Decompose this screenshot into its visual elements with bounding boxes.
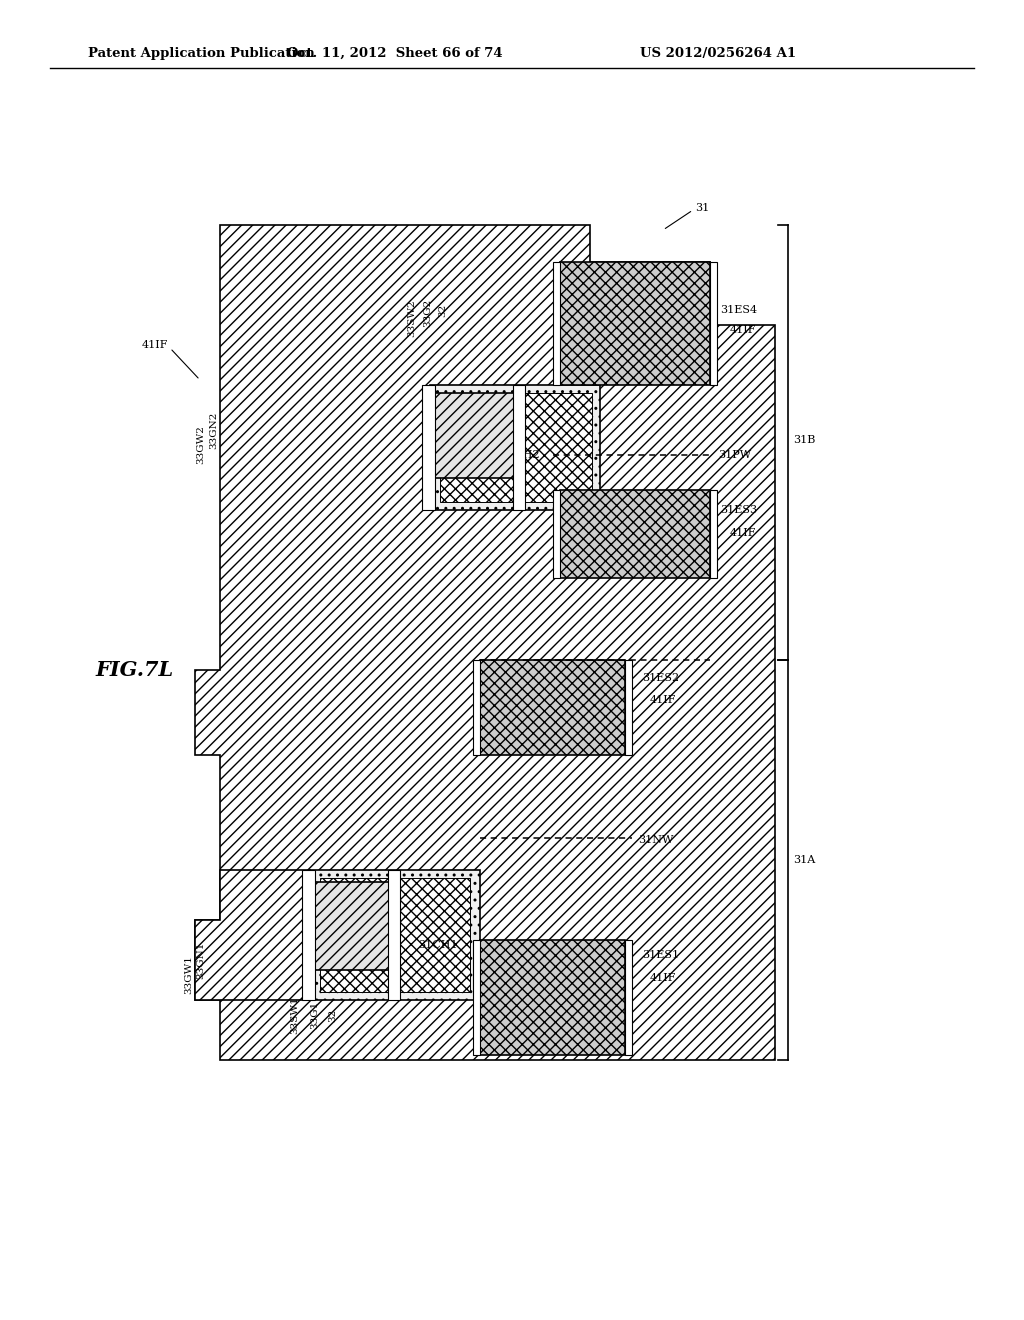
Text: 41IF: 41IF bbox=[730, 528, 757, 539]
Text: 41IF: 41IF bbox=[650, 696, 677, 705]
Text: 32: 32 bbox=[438, 304, 447, 317]
Bar bbox=[440, 393, 592, 502]
Text: 33G1: 33G1 bbox=[310, 1001, 319, 1030]
Bar bbox=[430, 385, 600, 510]
Text: 33SW1: 33SW1 bbox=[291, 997, 299, 1034]
Text: Patent Application Publication: Patent Application Publication bbox=[88, 46, 314, 59]
Bar bbox=[553, 261, 560, 385]
Text: 33G2: 33G2 bbox=[424, 298, 432, 327]
Polygon shape bbox=[195, 870, 310, 1001]
Text: 31CH1: 31CH1 bbox=[418, 940, 458, 950]
Bar bbox=[710, 490, 717, 578]
Text: 41IF: 41IF bbox=[650, 973, 677, 983]
Bar bbox=[473, 940, 480, 1055]
Bar bbox=[480, 940, 625, 1055]
Bar bbox=[560, 490, 710, 578]
Text: FIG.7L: FIG.7L bbox=[95, 660, 173, 680]
Text: 31NW: 31NW bbox=[638, 836, 674, 845]
Bar bbox=[480, 660, 625, 755]
Bar bbox=[710, 261, 717, 385]
Text: 31: 31 bbox=[695, 203, 710, 213]
Bar bbox=[422, 385, 435, 510]
Polygon shape bbox=[195, 224, 775, 1060]
Text: 31ES2: 31ES2 bbox=[642, 673, 679, 682]
Text: 33GN2: 33GN2 bbox=[209, 412, 218, 449]
Text: 41IF: 41IF bbox=[730, 325, 757, 335]
Text: US 2012/0256264 A1: US 2012/0256264 A1 bbox=[640, 46, 796, 59]
Text: 33GW2: 33GW2 bbox=[196, 425, 205, 465]
Text: 31A: 31A bbox=[793, 855, 815, 865]
Bar bbox=[553, 490, 560, 578]
Bar bbox=[302, 870, 315, 1001]
Bar bbox=[310, 870, 480, 1001]
Bar bbox=[319, 878, 470, 993]
Text: 41IF: 41IF bbox=[141, 341, 168, 350]
Text: 31ES3: 31ES3 bbox=[720, 506, 757, 515]
Bar bbox=[625, 940, 632, 1055]
Text: 31CH2: 31CH2 bbox=[500, 450, 540, 459]
Text: 33SW2: 33SW2 bbox=[408, 300, 417, 337]
Text: Oct. 11, 2012  Sheet 66 of 74: Oct. 11, 2012 Sheet 66 of 74 bbox=[287, 46, 503, 59]
Bar bbox=[560, 261, 710, 385]
Bar bbox=[388, 870, 400, 1001]
Text: 32: 32 bbox=[329, 1008, 338, 1022]
Bar bbox=[473, 660, 480, 755]
Bar bbox=[625, 660, 632, 755]
Text: 33GN1: 33GN1 bbox=[196, 941, 205, 978]
Text: 31PW: 31PW bbox=[718, 450, 752, 459]
Bar bbox=[430, 393, 520, 478]
Bar bbox=[513, 385, 525, 510]
Text: 31ES4: 31ES4 bbox=[720, 305, 757, 315]
Text: 33GW1: 33GW1 bbox=[184, 956, 193, 994]
Bar bbox=[310, 882, 395, 970]
Text: 31B: 31B bbox=[793, 436, 815, 445]
Text: 31ES1: 31ES1 bbox=[642, 950, 679, 960]
